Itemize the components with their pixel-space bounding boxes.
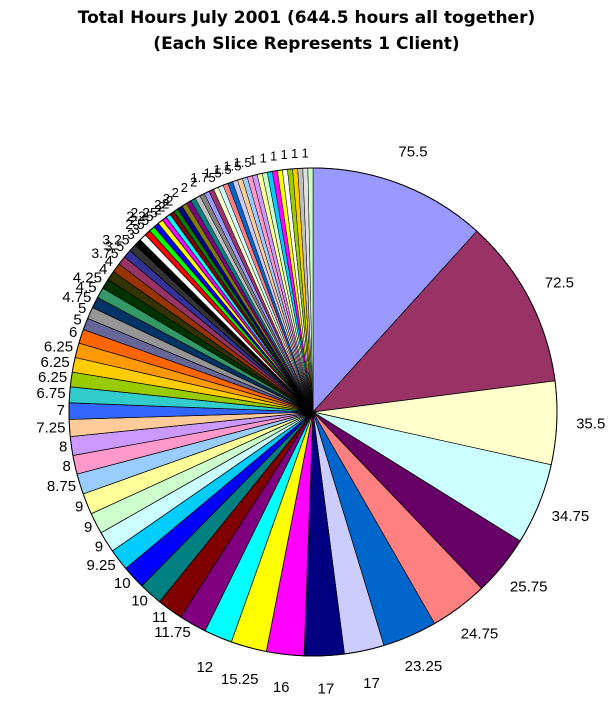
slice-label-small: 1.5 xyxy=(214,162,232,177)
slice-label: 3.75 xyxy=(91,245,118,261)
slice-label: 17 xyxy=(363,675,380,692)
slice-label: 34.75 xyxy=(552,508,590,525)
slice-label-small: 1 xyxy=(260,150,267,165)
slice-label-small: 1 xyxy=(270,148,277,163)
slice-label: 17 xyxy=(318,681,335,698)
slice-label: 3.25 xyxy=(102,232,129,248)
slice-label: 8 xyxy=(59,438,67,455)
slice-label: 5 xyxy=(73,311,81,328)
slice-label: 8.75 xyxy=(47,478,76,495)
pie-outline xyxy=(68,167,558,657)
slice-label: 5 xyxy=(78,300,86,317)
slice-label: 2 xyxy=(154,201,162,217)
slice-label: 9 xyxy=(84,519,92,536)
chart-subtitle: (Each Slice Represents 1 Client) xyxy=(153,34,460,54)
slice-label: 24.75 xyxy=(461,626,499,643)
slice-label: 3 xyxy=(127,226,135,242)
slice-label: 6 xyxy=(69,324,77,341)
slice-label: 4.5 xyxy=(76,279,97,296)
slice-label: 9.25 xyxy=(86,557,115,574)
slice-label: 4 xyxy=(99,261,107,278)
slice-label-small: 2 xyxy=(154,197,161,212)
slice-label: 12 xyxy=(196,659,213,676)
slice-label-small: 1 xyxy=(249,153,256,168)
slice-label-small: 1 xyxy=(280,147,287,162)
slice-label: 9 xyxy=(95,538,103,555)
slice-label-small: 2 xyxy=(172,185,179,200)
slice-label: 10 xyxy=(131,592,148,609)
slice-label: 2.25 xyxy=(131,205,158,221)
slice-label-small: 1 xyxy=(291,146,298,161)
slice-label: 9 xyxy=(75,499,83,516)
slice-label-small: 2 xyxy=(181,180,188,195)
slice-label-small: 2 xyxy=(163,191,170,206)
slice-label: 72.5 xyxy=(545,274,574,291)
slice-label: 7 xyxy=(57,402,65,419)
slice-label: 23.25 xyxy=(405,658,443,675)
slice-label: 4.75 xyxy=(62,289,91,306)
slice-label: 3 xyxy=(132,221,140,237)
slice-label: 6.25 xyxy=(44,339,73,356)
slice-label: 6.75 xyxy=(36,385,65,402)
slice-label: 6.25 xyxy=(40,354,69,371)
slice-label-small: 1.5 xyxy=(223,158,241,173)
slice-label: 10 xyxy=(114,575,131,592)
slice-label: 16 xyxy=(273,679,290,696)
slice-label: 7.25 xyxy=(36,420,65,437)
chart-title: Total Hours July 2001 (644.5 hours all t… xyxy=(77,8,536,28)
slice-label: 2 xyxy=(158,198,166,214)
slice-label-small: 2 xyxy=(190,175,197,190)
slice-label: 75.5 xyxy=(398,144,427,161)
slice-label-small: 1 xyxy=(301,146,308,161)
slice-label: 2 xyxy=(162,196,170,212)
slice-label: 4.25 xyxy=(73,269,102,286)
slice-label: 3.5 xyxy=(105,238,125,254)
slice-label: 2.5 xyxy=(125,216,145,232)
slice-label: 4 xyxy=(105,253,113,270)
slice-label-small: 1.5 xyxy=(204,166,222,181)
slice-label-small: 1.5 xyxy=(234,155,252,170)
slice-label: 2.25 xyxy=(126,208,153,224)
slice-label-small: 1.75 xyxy=(190,170,215,185)
slice-label: 25.75 xyxy=(510,578,548,595)
slice-label: 11.75 xyxy=(154,624,190,641)
slice-label: 6.25 xyxy=(38,369,67,386)
slice-label: 2.5 xyxy=(130,212,150,228)
slice-label: 11 xyxy=(152,609,168,626)
slice-label: 2 xyxy=(166,193,174,209)
slice-label: 8 xyxy=(63,458,71,475)
slice-label: 35.5 xyxy=(576,415,605,432)
slice-label: 15.25 xyxy=(221,671,259,688)
